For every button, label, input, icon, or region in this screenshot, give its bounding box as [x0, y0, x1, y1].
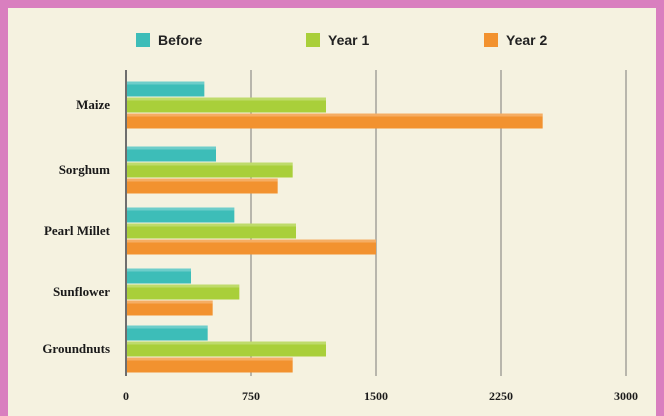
legend-label: Before	[158, 32, 203, 48]
bar-pearl-millet-year-2	[126, 239, 376, 255]
category-label: Sunflower	[53, 284, 110, 299]
bar-highlight	[126, 178, 278, 182]
x-tick-label: 0	[123, 389, 129, 403]
bar-highlight	[126, 300, 213, 304]
legend: Before Year 1 Year 2	[136, 32, 547, 48]
x-tick-label: 3000	[614, 389, 638, 403]
bar-sunflower-before	[126, 268, 191, 284]
legend-label: Year 2	[506, 32, 547, 48]
bar-highlight	[126, 146, 216, 150]
bar-highlight	[126, 341, 326, 345]
category-label: Maize	[76, 97, 110, 112]
bar-sunflower-year-1	[126, 284, 240, 300]
category-label: Pearl Millet	[44, 223, 111, 238]
bar-maize-year-1	[126, 97, 326, 113]
bar-highlight	[126, 207, 235, 211]
legend-swatch	[484, 33, 498, 47]
legend-swatch	[306, 33, 320, 47]
bar-sorghum-before	[126, 146, 216, 162]
bar-pearl-millet-before	[126, 207, 235, 223]
bar-highlight	[126, 268, 191, 272]
legend-item-year-2: Year 2	[484, 32, 547, 48]
bar-highlight	[126, 325, 208, 329]
bar-highlight	[126, 97, 326, 101]
bars	[126, 81, 543, 373]
category-label: Groundnuts	[42, 341, 110, 356]
bar-groundnuts-before	[126, 325, 208, 341]
bar-highlight	[126, 113, 543, 117]
bar-pearl-millet-year-1	[126, 223, 296, 239]
x-tick-label: 1500	[364, 389, 388, 403]
bar-groundnuts-year-1	[126, 341, 326, 357]
bar-sunflower-year-2	[126, 300, 213, 316]
legend-item-before: Before	[136, 32, 203, 48]
bar-chart: Maize Sorghum Pearl Millet Sunflower Groundn…	[42, 32, 638, 403]
bar-groundnuts-year-2	[126, 357, 293, 373]
bar-highlight	[126, 223, 296, 227]
category-labels: Maize Sorghum Pearl Millet Sunflower Groundn…	[42, 97, 110, 356]
x-tick-labels: 0 750 1500 2250 3000	[123, 389, 638, 403]
legend-label: Year 1	[328, 32, 369, 48]
bar-highlight	[126, 81, 205, 85]
x-tick-label: 750	[242, 389, 260, 403]
chart-frame: Maize Sorghum Pearl Millet Sunflower Groundn…	[8, 8, 656, 416]
bar-sorghum-year-1	[126, 162, 293, 178]
bar-maize-year-2	[126, 113, 543, 129]
legend-item-year-1: Year 1	[306, 32, 369, 48]
bar-highlight	[126, 239, 376, 243]
x-tick-label: 2250	[489, 389, 513, 403]
category-label: Sorghum	[59, 162, 110, 177]
bar-highlight	[126, 284, 240, 288]
bar-highlight	[126, 162, 293, 166]
bar-maize-before	[126, 81, 205, 97]
bar-highlight	[126, 357, 293, 361]
legend-swatch	[136, 33, 150, 47]
bar-sorghum-year-2	[126, 178, 278, 194]
